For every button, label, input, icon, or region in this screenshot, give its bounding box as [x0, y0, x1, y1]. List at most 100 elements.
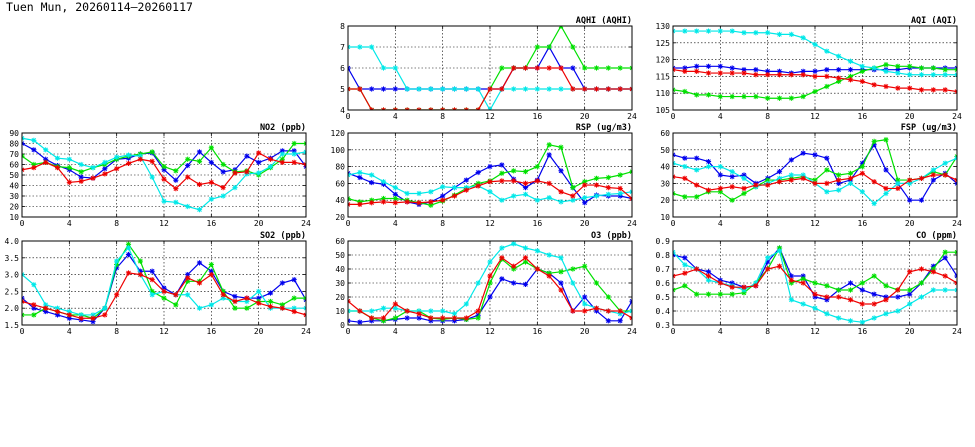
no2-xtick-label: 20	[254, 219, 264, 228]
aqi-point-s2	[836, 78, 842, 85]
aqi-point-s4	[812, 73, 818, 79]
fsp-point-s1	[859, 160, 865, 166]
fsp-chart: FSP (ug/m3) 10 20 30 40 50 60 0 4 8 12 16 20 24	[660, 123, 962, 228]
so2-point-s1	[161, 285, 167, 291]
aqhi-ytick-label: 8	[340, 22, 345, 31]
aqi-point-s2	[776, 95, 783, 101]
fsp-point-s4	[741, 185, 747, 192]
fsp-ytick-label: 30	[660, 179, 670, 188]
no2-xtick-label: 24	[301, 219, 311, 228]
o3-point-s1	[617, 318, 623, 324]
co-xtick-label: 20	[905, 327, 915, 336]
o3-point-s2	[522, 259, 529, 265]
o3-point-s1	[558, 280, 564, 286]
aqi-point-s3	[918, 72, 925, 78]
aqi-point-s4	[729, 70, 735, 76]
aqi-point-s4	[788, 72, 794, 78]
fsp-point-s4	[907, 177, 913, 183]
aqi-point-s4	[847, 77, 854, 83]
co-point-s2	[942, 249, 948, 255]
fsp-point-s4	[753, 182, 759, 188]
o3-xtick-label: 12	[485, 327, 495, 336]
aqi-point-s4	[824, 73, 830, 79]
so2-point-s2	[244, 305, 250, 311]
aqhi-point-s1	[380, 86, 387, 92]
aqi-ytick-label: 130	[656, 22, 671, 31]
fsp-point-s1	[800, 150, 806, 156]
rsp-point-s1	[522, 185, 529, 191]
co-point-s1	[812, 294, 818, 300]
aqi-point-s3	[824, 48, 830, 54]
aqi-point-s2	[883, 62, 889, 68]
fsp-point-s3	[907, 180, 913, 186]
co-point-s4	[836, 294, 842, 300]
fsp-point-s1	[788, 157, 794, 163]
o3-chart: O3 (ppb) 0 10 20 30 40 50 60 0 4 8 12 16 20 24	[335, 231, 637, 336]
co-point-s3	[753, 280, 759, 286]
fsp-series-s4	[673, 170, 957, 193]
aqhi-point-s4	[617, 86, 623, 92]
o3-point-s1	[499, 276, 505, 282]
rsp-title: RSP (ug/m3)	[576, 123, 632, 133]
fsp-point-s3	[800, 172, 806, 178]
so2-point-s2	[232, 305, 238, 311]
o3-point-s2	[380, 318, 387, 324]
rsp-point-s2	[558, 144, 564, 150]
no2-point-s4	[102, 171, 108, 177]
aqhi-point-s4	[605, 86, 611, 92]
so2-point-s1	[267, 290, 274, 296]
co-point-s2	[883, 283, 889, 289]
o3-point-s1	[487, 294, 493, 300]
co-point-s2	[847, 287, 854, 293]
co-point-s2	[907, 287, 913, 293]
so2-point-s4	[149, 277, 155, 283]
rsp-point-s4	[511, 178, 517, 184]
co-series-s4	[673, 263, 957, 307]
fsp-point-s4	[717, 185, 723, 192]
rsp-point-s1	[463, 177, 469, 183]
aqi-point-s1	[836, 67, 842, 73]
so2-point-s3	[66, 308, 72, 315]
so2-point-s2	[137, 258, 143, 264]
aqi-point-s3	[788, 31, 794, 37]
aqhi-point-s3	[511, 86, 517, 92]
aqi-point-s3	[883, 68, 889, 74]
aqhi-point-s4	[582, 86, 588, 92]
aqhi-ytick-label: 5	[340, 85, 345, 94]
fsp-point-s3	[694, 167, 700, 173]
aqi-point-s4	[776, 72, 783, 78]
fsp-point-s1	[705, 158, 712, 165]
no2-point-s4	[43, 159, 49, 165]
no2-point-s2	[66, 165, 72, 171]
fsp-point-s3	[717, 164, 723, 170]
co-point-s4	[930, 269, 936, 275]
rsp-point-s3	[593, 193, 600, 199]
aqi-point-s1	[694, 63, 700, 69]
aqi-point-s3	[871, 65, 877, 71]
so2-point-s1	[256, 295, 262, 301]
co-point-s3	[788, 297, 794, 303]
so2-point-s4	[291, 308, 297, 315]
aqhi-point-s2	[570, 44, 576, 50]
fsp-point-s1	[871, 142, 877, 148]
fsp-ytick-label: 50	[660, 146, 670, 155]
aqhi-point-s2	[605, 65, 611, 71]
rsp-xtick-label: 0	[346, 219, 351, 228]
rsp-point-s1	[392, 191, 398, 197]
aqi-point-s3	[930, 72, 936, 78]
fsp-point-s3	[682, 164, 688, 170]
aqi-point-s3	[717, 28, 723, 34]
no2-ytick-label: 10	[9, 213, 19, 222]
o3-point-s2	[582, 263, 588, 269]
no2-plot-frame	[21, 132, 307, 218]
no2-point-s4	[267, 156, 274, 162]
aqi-ytick-label: 125	[656, 39, 671, 48]
no2-point-s4	[161, 176, 167, 182]
no2-series-s4	[22, 150, 306, 192]
aqi-point-s3	[942, 72, 948, 78]
fsp-ytick-label: 20	[660, 196, 670, 205]
rsp-point-s3	[534, 197, 540, 203]
co-point-s2	[694, 291, 700, 297]
